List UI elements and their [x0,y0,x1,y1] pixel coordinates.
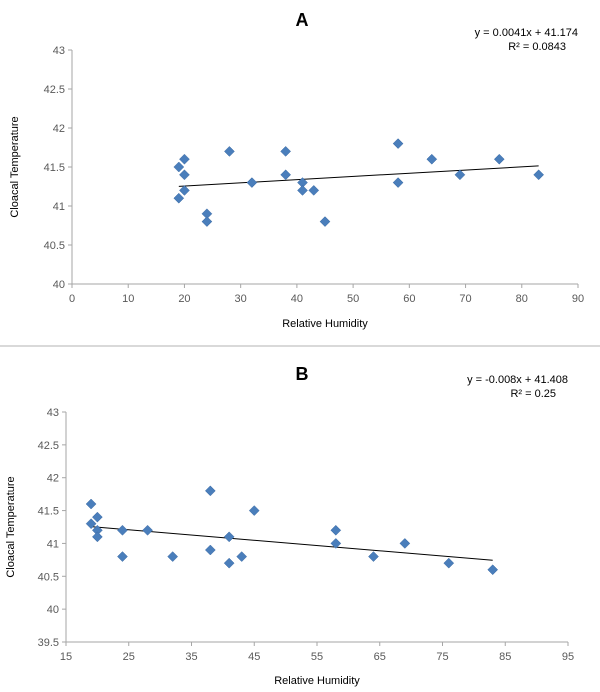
chart-a-x-tick-label: 40 [291,293,303,305]
chart-b-r-squared: R² = 0.25 [510,388,556,400]
chart-b-x-axis-label: Relative Humidity [274,675,360,687]
chart-b-y-axis-label: Cloacal Temperature [5,476,17,577]
chart-a-data-point [179,185,190,196]
chart-a-data-point [224,146,235,157]
chart-a-y-tick-label: 40 [53,279,65,291]
chart-b-data-point [330,538,342,549]
chart-a-y-tick-label: 42.5 [44,84,65,96]
chart-b-x-tick-label: 75 [436,651,448,663]
chart-a-data-point [297,185,308,196]
panel-divider [0,345,600,347]
chart-b-data-point [443,557,455,569]
chart-a-data-point [426,153,438,165]
chart-b-trendline [91,526,493,561]
chart-b-x-tick-label: 95 [562,651,574,663]
chart-a-r-squared: R² = 0.0843 [508,41,566,53]
chart-a-x-tick-label: 30 [235,293,247,305]
chart-a-x-tick-label: 90 [572,293,584,305]
chart-a-svg: Ay = 0.0041x + 41.174 R² = 0.0843 40 40.5 41… [9,10,584,330]
chart-a-y-tick-label: 40.5 [44,240,65,252]
chart-b-data-point [204,544,216,556]
chart-a-data-point [173,161,185,173]
chart-a-data-point [493,153,505,165]
chart-b-data-point [248,505,260,516]
chart-a-data-point [173,192,185,204]
chart-a-x-tick-label: 10 [122,293,134,305]
chart-b-y-tick-label: 40 [47,604,59,616]
chart-a-trendline-equation: y = 0.0041x + 41.174 [475,27,578,39]
chart-b-data-point [117,524,128,536]
chart-a-x-tick-label: 60 [403,293,415,305]
chart-b-x-tick-label: 85 [499,651,511,663]
chart-b-x-tick-label: 45 [248,651,260,663]
chart-b-y-tick-label: 41 [47,538,59,550]
chart-b-data-point [92,531,103,543]
chart-b-data-point [368,551,379,562]
chart-b-y-tick-label: 39.5 [38,637,59,649]
chart-b-data-point [399,538,411,549]
chart-b-x-tick-label: 15 [60,651,72,663]
chart-a-trendline [178,165,539,187]
chart-b-x-tick-label: 65 [374,651,386,663]
chart-a-y-tick-label: 43 [53,45,65,57]
chart-a-y-tick-label: 42 [53,123,65,135]
chart-a-data-point [179,169,190,181]
chart-a-y-axis-label: Cloacal Temperature [9,116,21,217]
chart-a-data-point [201,216,213,227]
chart-b-y-tick-label: 43 [47,407,59,419]
chart-b-x-tick-label: 55 [311,651,323,663]
chart-a-data-point [533,169,544,181]
chart-a-data-point [319,216,331,227]
chart-b-data-point [167,551,179,562]
chart-a-data-point [308,185,320,196]
chart-b-title: B [296,364,309,384]
chart-a-data-point [280,169,291,181]
chart-a-y-tick-label: 41 [53,201,65,213]
chart-a-data-point [179,153,190,165]
chart-b-data-point [117,551,128,562]
chart-b-data-point [142,524,153,536]
chart-a-x-axis-label: Relative Humidity [282,318,368,330]
chart-a-data-point [392,177,404,188]
chart-b-data-point [92,511,103,523]
chart-b-data-point [330,524,342,536]
chart-b-y-tick-label: 41.5 [38,506,59,518]
chart-a-data-point [392,138,404,149]
chart-b-trendline-equation: y = -0.008x + 41.408 [467,374,568,386]
chart-b-data-point [204,485,216,497]
chart-a-y-tick-label: 41.5 [44,162,65,174]
chart-b-x-tick-label: 25 [123,651,135,663]
chart-a-data-point [280,146,291,157]
chart-b-data-point [487,564,499,576]
chart-a-x-tick-label: 70 [459,293,471,305]
chart-b-data-point [85,518,97,530]
chart-b-x-tick-label: 35 [185,651,197,663]
chart-b-y-tick-label: 42 [47,473,59,485]
chart-a-data-point [246,177,258,188]
chart-a-x-tick-label: 20 [178,293,190,305]
chart-b-y-tick-label: 40.5 [38,571,59,583]
chart-b-data-point [85,498,97,510]
chart-a-data-point [454,169,466,181]
chart-a-x-tick-label: 0 [69,293,75,305]
chart-b-y-tick-label: 42.5 [38,440,59,452]
chart-a-title: A [296,10,309,30]
chart-a-x-tick-label: 80 [516,293,528,305]
chart-b-data-point [236,551,248,562]
chart-a-x-tick-label: 50 [347,293,359,305]
chart-b-data-point [223,531,235,543]
chart-b-data-point [223,557,235,569]
